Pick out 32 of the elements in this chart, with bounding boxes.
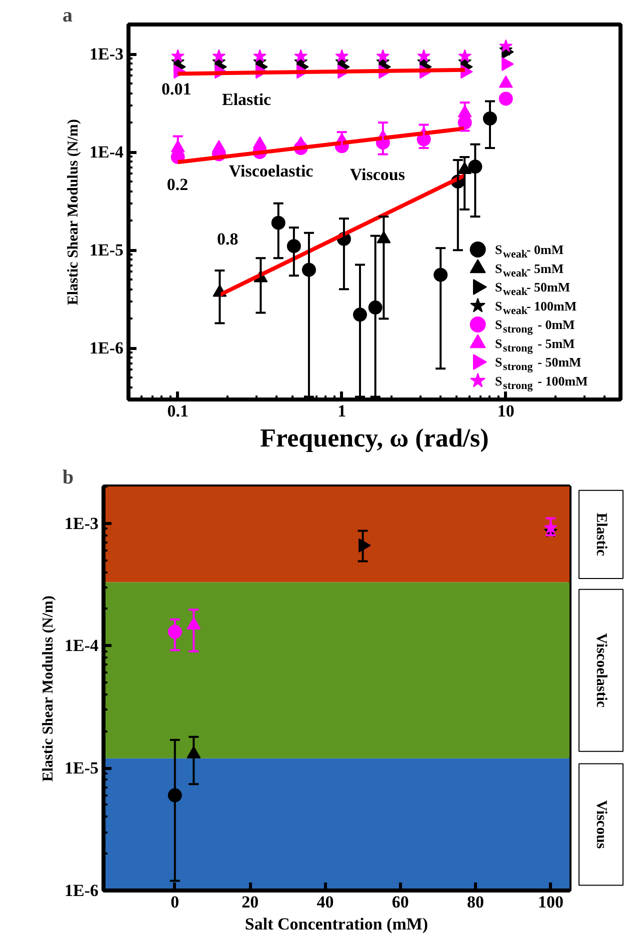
x-tick-label: 60 <box>392 892 409 912</box>
y-tick-label: 1E-3 <box>64 514 98 533</box>
y-tick-label: 1E-4 <box>90 142 124 162</box>
x-tick-label: 10 <box>497 402 514 420</box>
y-tick-label: 1E-4 <box>64 636 99 656</box>
x-axis-title: Frequency, ω (rad/s) <box>260 424 489 452</box>
x-tick-label: 0.1 <box>167 402 188 420</box>
annotation: 0.2 <box>166 174 188 194</box>
band-label: Viscous <box>593 800 609 849</box>
annotation: Viscous <box>350 165 406 184</box>
annotation: 0.8 <box>217 229 238 248</box>
x-axis-title: Salt Concentration (mM) <box>244 914 428 934</box>
chart-title: b <box>62 466 74 488</box>
y-axis-title: Elastic Shear Modulus (N/m) <box>40 596 56 782</box>
y-tick-label: 1E-5 <box>90 240 124 260</box>
x-tick-label: 100 <box>538 892 564 912</box>
band-label: Viscoelastic <box>593 633 609 708</box>
x-tick-label: 20 <box>242 892 259 912</box>
x-tick-label: 1 <box>338 402 346 420</box>
x-tick-label: 40 <box>316 892 334 912</box>
x-tick-label: 0 <box>170 892 180 912</box>
annotation: Elastic <box>222 90 272 109</box>
y-tick-label: 1E-6 <box>90 338 124 358</box>
y-tick-label: 1E-3 <box>90 44 124 64</box>
annotation: 0.01 <box>161 79 192 98</box>
y-axis-title: Elastic Shear Modulus (N/m) <box>66 119 82 306</box>
band-label: Elastic <box>593 512 609 556</box>
chart-title: a <box>62 4 72 26</box>
y-tick-label: 1E-6 <box>64 881 98 900</box>
y-tick-label: 1E-5 <box>64 758 98 778</box>
x-tick-label: 80 <box>467 892 484 912</box>
annotation: Viscoelastic <box>228 161 314 180</box>
